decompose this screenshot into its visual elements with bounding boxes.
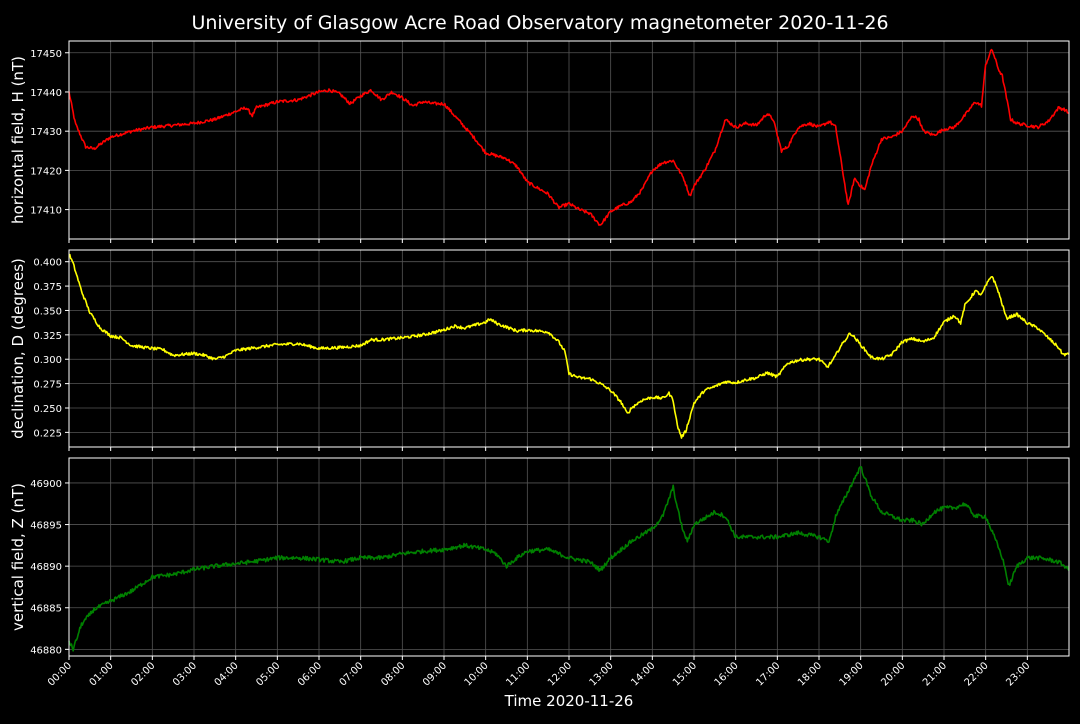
y-tick-label: 0.400 bbox=[33, 258, 62, 269]
y-tick-label: 0.350 bbox=[33, 306, 62, 317]
y-tick-label: 0.325 bbox=[33, 331, 62, 342]
panel-2: 0.225 0.250 0.275 0.300 0.325 0.350 0.375 0.400… bbox=[9, 249, 1070, 451]
y-axis-label: horizontal field, H (nT) bbox=[9, 56, 27, 224]
y-tick-label: 46890 bbox=[30, 562, 62, 573]
y-tick-label: 46900 bbox=[30, 479, 62, 490]
series-line-2 bbox=[68, 253, 1070, 439]
y-tick-label: 0.225 bbox=[33, 428, 62, 439]
y-tick-label: 17430 bbox=[30, 127, 62, 138]
y-tick-label: 46885 bbox=[30, 604, 62, 615]
y-tick-label: 17440 bbox=[30, 88, 62, 99]
y-tick-label: 17450 bbox=[30, 49, 62, 60]
y-axis-label: declination, D (degrees) bbox=[9, 258, 27, 439]
chart-title: University of Glasgow Acre Road Observat… bbox=[191, 12, 888, 34]
y-tick-label: 0.300 bbox=[33, 355, 62, 366]
y-tick-label: 0.250 bbox=[33, 404, 62, 415]
y-tick-label: 17410 bbox=[30, 206, 62, 217]
y-tick-label: 46895 bbox=[30, 521, 62, 532]
y-tick-label: 46880 bbox=[30, 645, 62, 656]
series-line-3 bbox=[68, 466, 1070, 652]
x-axis-label: Time 2020-11-26 bbox=[504, 692, 634, 710]
y-tick-label: 0.375 bbox=[33, 282, 62, 293]
y-tick-label: 0.275 bbox=[33, 380, 62, 391]
y-axis-label: vertical field, Z (nT) bbox=[9, 483, 27, 631]
series-line-1 bbox=[68, 48, 1070, 226]
y-tick-label: 17420 bbox=[30, 166, 62, 177]
